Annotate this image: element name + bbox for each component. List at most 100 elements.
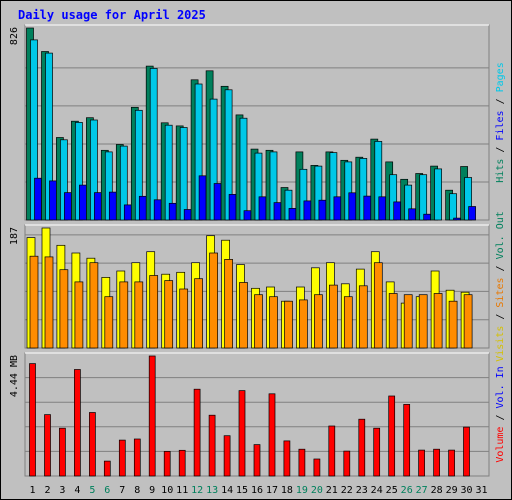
visits-panel: 187 Visits / Sites / Vol. Out: [9, 211, 506, 362]
hits-bar-pages: [318, 199, 327, 221]
hits-panel: 826 Hits / Files / Pages: [9, 24, 506, 221]
hits-bar-files: [104, 151, 113, 221]
visits-max-label: 187: [9, 227, 20, 245]
visits-bar-sites: [418, 294, 428, 349]
visits-legend-vol-out: Vol. Out: [495, 211, 506, 259]
volume-bar-volume: [433, 448, 440, 477]
volume-bar-volume: [148, 355, 156, 477]
visits-bar-sites: [149, 275, 159, 349]
x-tick-label: 24: [371, 485, 383, 496]
hits-bar-files: [60, 139, 68, 221]
x-tick-label: 21: [326, 485, 338, 496]
x-tick-label: 17: [266, 485, 278, 496]
x-tick-label: 15: [236, 485, 248, 496]
hits-bar-files: [164, 124, 173, 221]
x-tick-label: 4: [74, 485, 80, 496]
hits-bar-pages: [363, 195, 372, 221]
x-tick-label: 11: [176, 485, 188, 496]
hits-bar-files: [359, 158, 368, 221]
hits-bar-files: [119, 145, 128, 221]
visits-bar-sites: [194, 278, 203, 349]
hits-bar-pages: [183, 209, 192, 221]
hits-bar-pages: [348, 192, 357, 221]
x-tick-label: 28: [431, 485, 443, 496]
hits-bar-files: [194, 83, 203, 221]
volume-max-label: 4.44 MB: [9, 355, 20, 397]
hits-bar-pages: [288, 208, 297, 221]
visits-bar-sites: [343, 296, 353, 349]
hits-bar-pages: [258, 196, 267, 221]
hits-bar-files: [179, 127, 188, 221]
visits-bar-sites: [314, 294, 323, 349]
hits-bar-pages: [79, 184, 87, 221]
x-tick-label: 31: [475, 485, 487, 496]
x-tick-label: 13: [206, 485, 218, 496]
hits-bar-pages: [423, 213, 432, 221]
visits-bar-sites: [329, 284, 338, 349]
volume-bar-volume: [328, 425, 336, 477]
visits-bar-sites: [209, 252, 218, 349]
hits-bar-pages: [468, 206, 476, 221]
x-tick-label: 25: [386, 485, 398, 496]
volume-bar-volume: [253, 444, 261, 477]
visits-bar-sites: [373, 262, 383, 349]
x-tick-label: 1: [29, 485, 35, 496]
hits-bar-pages: [64, 192, 72, 221]
hits-bar-pages: [213, 183, 222, 221]
visits-bar-sites: [284, 300, 293, 349]
hits-bar-pages: [153, 199, 162, 221]
hits-bar-files: [374, 141, 383, 221]
hits-bar-files: [344, 161, 353, 221]
visits-bar-sites: [269, 296, 278, 349]
x-tick-label: 23: [356, 485, 368, 496]
volume-bar-volume: [238, 390, 246, 477]
x-tick-label: 14: [221, 485, 233, 496]
volume-bar-volume: [74, 369, 81, 477]
hits-bar-pages: [138, 195, 147, 221]
hits-bar-pages: [273, 202, 282, 221]
visits-legend-separator: /: [495, 308, 506, 326]
visits-bar-sites: [59, 269, 69, 349]
hits-bar-files: [449, 193, 457, 221]
x-tick-label: 3: [59, 485, 65, 496]
hits-bar-pages: [333, 196, 342, 221]
hits-bar-pages: [408, 208, 417, 221]
x-tick-label: 30: [460, 485, 472, 496]
visits-legend-visits: Visits: [495, 326, 506, 362]
volume-bar-volume: [44, 414, 51, 477]
volume-bar-volume: [448, 449, 455, 477]
volume-bar-volume: [178, 449, 186, 477]
visits-bar-sites: [74, 281, 84, 349]
visits-bar-sites: [388, 293, 398, 349]
hits-bar-pages: [108, 191, 117, 221]
x-tick-label: 8: [134, 485, 140, 496]
volume-bar-volume: [89, 412, 96, 477]
x-tick-label: 27: [416, 485, 428, 496]
visits-bar-sites: [299, 299, 308, 349]
volume-bar-volume: [418, 449, 425, 477]
volume-bar-volume: [29, 363, 36, 477]
volume-bar-volume: [223, 435, 231, 477]
hits-bar-files: [419, 174, 428, 221]
x-tick-label: 22: [341, 485, 353, 496]
hits-bar-files: [434, 168, 442, 221]
hits-bar-files: [45, 52, 53, 221]
hits-bar-files: [329, 152, 338, 221]
chart-title: Daily usage for April 2025: [18, 8, 206, 22]
hits-bar-files: [75, 122, 83, 221]
visits-legend-sites: Sites: [495, 277, 506, 307]
volume-bar-volume: [59, 427, 66, 477]
hits-legend-separator: /: [495, 92, 506, 110]
hits-bar-files: [30, 39, 38, 221]
hits-bar-files: [134, 109, 143, 221]
volume-bar-volume: [268, 393, 276, 477]
hits-bar-pages: [393, 201, 402, 221]
visits-bar-sites: [358, 285, 368, 349]
x-tick-label: 16: [251, 485, 263, 496]
volume-bar-volume: [163, 451, 171, 477]
visits-bar-sites: [119, 281, 129, 349]
hits-bar-files: [269, 151, 278, 221]
hits-right-legend: Hits / Files / Pages: [495, 62, 506, 182]
hits-bar-files: [239, 117, 248, 221]
